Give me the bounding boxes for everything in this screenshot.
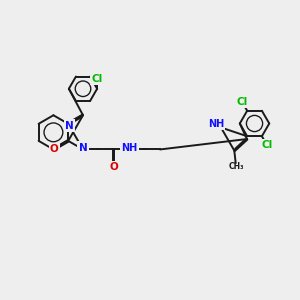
- Text: Cl: Cl: [236, 97, 247, 107]
- Text: N: N: [65, 121, 74, 130]
- Text: O: O: [50, 144, 58, 154]
- Text: CH₃: CH₃: [228, 162, 244, 171]
- Text: O: O: [109, 162, 118, 172]
- Text: NH: NH: [208, 119, 224, 129]
- Text: N: N: [79, 142, 87, 153]
- Text: Cl: Cl: [92, 74, 103, 84]
- Text: NH: NH: [122, 143, 138, 153]
- Text: Cl: Cl: [261, 140, 273, 150]
